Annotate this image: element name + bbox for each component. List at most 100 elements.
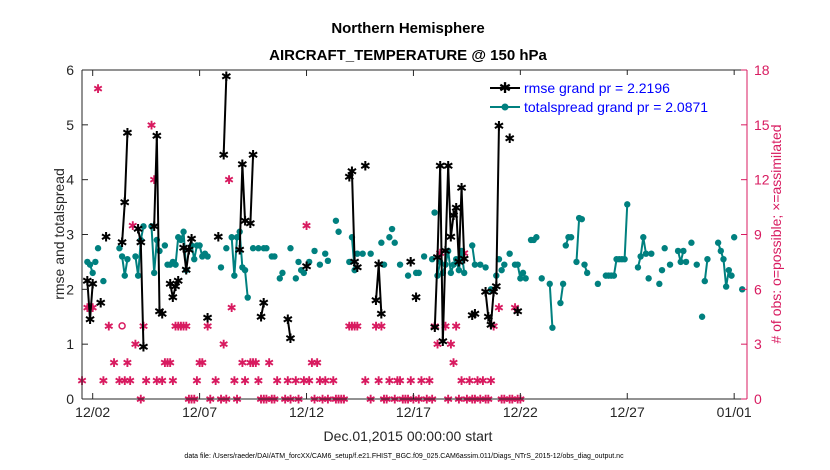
spread-point-35-0: [378, 239, 385, 246]
rmse-point-22-6: ✱: [445, 230, 456, 245]
spread-point-85-0: [730, 234, 738, 241]
rmse-line-12: [249, 154, 255, 224]
rmse-point-24-1: ✱: [483, 309, 494, 324]
rmse-point-18-0: ✱: [360, 158, 371, 173]
obs-assimilated-mark-100: ✱: [416, 374, 426, 388]
rmse-point-9-0: ✱: [213, 230, 224, 245]
spread-point-20-0: [292, 275, 300, 282]
obs-assimilated-mark-29: ✱: [181, 319, 191, 333]
rmse-point-22-10: ✱: [456, 180, 467, 195]
rmse-point-4-2: ✱: [138, 339, 149, 354]
spread-point-10-6: [204, 253, 211, 260]
rmse-point-22-0: ✱: [429, 320, 440, 335]
rmse-point-4-0: ✱: [133, 222, 144, 237]
rmse-line-4: [137, 228, 145, 347]
y-axis-label: rmse and totalspread: [51, 168, 67, 300]
spread-point-7-0: [148, 223, 155, 230]
spread-point-17-1: [271, 253, 278, 260]
obs-assimilated-mark-22: ✱: [162, 356, 172, 370]
spread-point-48-8: [461, 269, 468, 277]
obs-assimilated-mark-49: ✱: [248, 356, 258, 370]
spread-point-14-0: [249, 245, 257, 252]
rmse-point-7-1: ✱: [181, 263, 192, 278]
obs-assimilated-mark-13: ✱: [130, 338, 140, 352]
rmse-point-22-9: ✱: [453, 254, 464, 269]
spread-point-84-2: [720, 255, 727, 263]
spread-point-13-1: [231, 272, 238, 279]
spread-point-78-2: [680, 247, 687, 255]
rmse-point-23-0: ✱: [467, 308, 478, 323]
spread-point-56-0: [501, 261, 508, 268]
spread-point-83-0: [701, 277, 708, 285]
rmse-point-10-1: ✱: [221, 69, 232, 84]
spread-point-10-3: [196, 242, 203, 249]
spread-point-59-2: [519, 269, 527, 277]
obs-assimilated-mark-62: ✱: [291, 374, 301, 388]
spread-point-49-0: [469, 242, 476, 249]
obs-assimilated-mark-64: ✱: [299, 374, 309, 388]
spread-point-69-0: [594, 280, 602, 288]
spread-point-12-0: [223, 245, 230, 252]
y-tick-label-2: 2: [66, 281, 74, 297]
rmse-point-3-1: ✱: [119, 195, 130, 210]
obs-assimilated-mark-8: ✱: [114, 374, 124, 388]
rmse-point-24-0: ✱: [480, 285, 491, 300]
y-right-tick-label-5: 15: [754, 117, 770, 133]
spread-point-49-1: [471, 261, 479, 268]
rmse-point-6-2: ✱: [170, 279, 181, 294]
rmse-point-22-4: ✱: [440, 243, 451, 258]
spread-point-70-7: [621, 255, 628, 263]
spread-point-83-1: [704, 255, 711, 263]
spread-point-25-0: [316, 261, 324, 268]
rmse-point-23-1: ✱: [469, 307, 480, 322]
obs-assimilated-mark-113: ✱: [457, 374, 467, 388]
spread-point-18-0: [276, 275, 283, 282]
obs-assimilated-mark-105: ✱: [432, 338, 442, 352]
spread-point-11-0: [217, 264, 225, 271]
rmse-point-16-2: ✱: [349, 254, 360, 269]
spread-point-38-0: [388, 225, 396, 233]
footer-datafile: data file: /Users/raeder/DAI/ATM_forcXX/…: [184, 453, 624, 460]
rmse-point-7-0: ✱: [178, 241, 189, 256]
spread-point-80-0: [688, 239, 695, 246]
rmse-point-11-2: ✱: [240, 213, 251, 228]
spread-point-31-1: [351, 266, 358, 274]
spread-point-13-2: [233, 234, 241, 241]
rmse-point-22-11: ✱: [459, 252, 470, 267]
rmse-point-16-1: ✱: [347, 164, 358, 179]
rmse-point-22-2: ✱: [435, 158, 446, 173]
spread-point-70-3: [610, 272, 618, 279]
rmse-point-3-0: ✱: [117, 235, 128, 250]
x-tick-label-2: 12/12: [289, 404, 324, 420]
obs-assimilated-mark-27: ✱: [176, 319, 186, 333]
obs-assimilated-mark-60: ✱: [283, 374, 293, 388]
obs-assimilated-mark-116: ✱: [465, 374, 475, 388]
obs-assimilated-mark-65: ✱: [301, 219, 311, 233]
rmse-line-0: [86, 281, 94, 320]
y-right-tick-label-1: 3: [754, 336, 762, 352]
rmse-point-19-1: ✱: [373, 257, 384, 272]
spread-point-19-0: [287, 245, 294, 252]
spread-point-48-6: [455, 266, 463, 274]
obs-assimilated-mark-50: ✱: [251, 356, 261, 370]
rmse-point-15-0: ✱: [301, 259, 312, 274]
obs-assimilated-mark-70: ✱: [315, 374, 325, 388]
rmse-point-5-0: ✱: [149, 219, 160, 234]
y-right-tick-label-0: 0: [754, 391, 762, 407]
rmse-point-26-0: ✱: [512, 304, 523, 319]
rmse-point-14-1: ✱: [285, 331, 296, 346]
spread-point-8-0: [161, 242, 169, 249]
spread-line-65: [559, 283, 565, 304]
obs-possible-mark-0: [118, 322, 126, 330]
obs-assimilated-mark-9: ✱: [120, 374, 130, 388]
obs-assimilated-mark-5: ✱: [98, 374, 108, 388]
rmse-line-22: [433, 165, 466, 342]
obs-assimilated-mark-83: ✱: [360, 374, 370, 388]
spread-point-10-1: [191, 255, 198, 263]
y-tick-label-1: 1: [66, 336, 74, 352]
y-right-tick-label-2: 6: [754, 281, 762, 297]
obs-assimilated-mark-102: ✱: [424, 374, 434, 388]
spread-point-76-0: [661, 245, 668, 252]
spread-point-9-5: [177, 236, 185, 244]
